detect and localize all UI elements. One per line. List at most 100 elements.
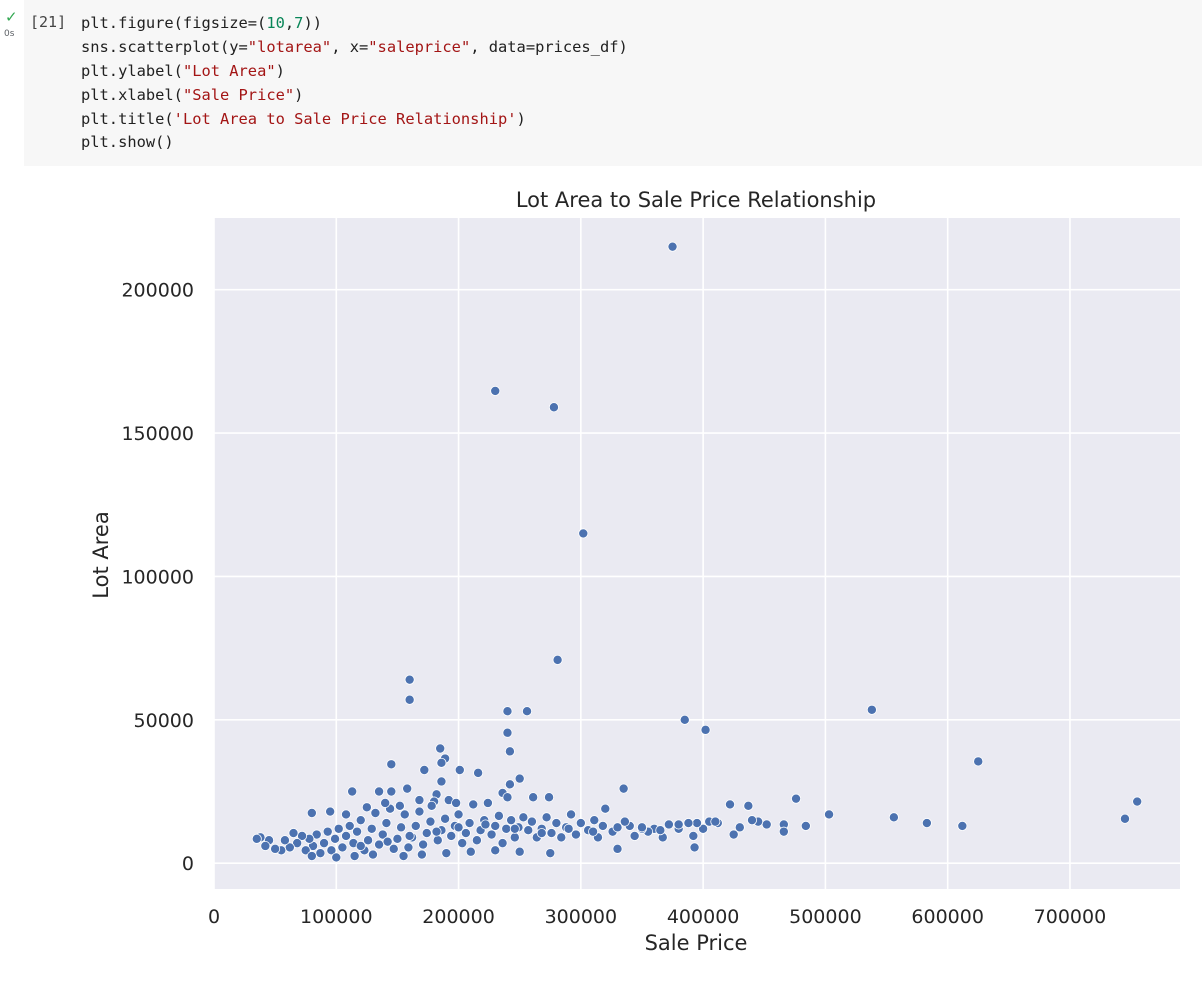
data-point (504, 779, 515, 790)
code-token: plt.title( (81, 109, 174, 128)
data-point (419, 764, 430, 775)
data-point (522, 706, 533, 717)
data-point (563, 823, 574, 834)
data-point (548, 402, 559, 413)
data-point (566, 809, 577, 820)
code-editor[interactable]: plt.figure(figsize=(10,7)) sns.scatterplo… (81, 12, 628, 155)
code-cell[interactable]: [21] plt.figure(figsize=(10,7)) sns.scatt… (24, 0, 1202, 166)
data-point (618, 783, 629, 794)
data-point (382, 836, 393, 847)
data-point (315, 848, 326, 859)
data-point (468, 799, 479, 810)
data-point (396, 822, 407, 833)
data-point (460, 828, 471, 839)
data-point (689, 842, 700, 853)
data-point (556, 832, 567, 843)
data-point (541, 812, 552, 823)
data-point (747, 815, 758, 826)
code-token: plt.show() (81, 133, 174, 152)
data-point (1132, 796, 1143, 807)
data-point (888, 812, 899, 823)
data-point (509, 823, 520, 834)
cell-output: 0 100000 200000 300000 400000 500000 600000 700… (0, 166, 1202, 982)
data-point (536, 828, 547, 839)
code-token: , (284, 14, 295, 32)
data-point (545, 848, 556, 859)
scatter-chart: 0 100000 200000 300000 400000 500000 600000 700… (89, 188, 1180, 955)
data-point (514, 773, 525, 784)
data-point (575, 818, 586, 829)
data-point (791, 793, 802, 804)
data-point (410, 820, 421, 831)
data-point (692, 818, 703, 829)
execution-count[interactable]: [21] (30, 13, 67, 31)
code-line[interactable]: sns.scatterplot(y="lotarea", x="salepric… (81, 36, 628, 60)
data-point (306, 808, 317, 819)
data-point (589, 815, 600, 826)
code-token: ) (294, 85, 304, 104)
cell-gutter: ✓ 0s (0, 0, 24, 166)
data-point (453, 822, 464, 833)
data-point (526, 816, 537, 827)
data-point (300, 845, 311, 856)
y-tick-label: 100000 (121, 566, 194, 588)
data-point (414, 806, 425, 817)
chart-title: Lot Area to Sale Price Relationship (516, 188, 876, 212)
data-point (528, 792, 539, 803)
data-point (486, 829, 497, 840)
data-point (288, 828, 299, 839)
data-point (728, 829, 739, 840)
code-line[interactable]: plt.title('Lot Area to Sale Price Relati… (81, 108, 628, 132)
data-point (366, 823, 377, 834)
data-point (380, 797, 391, 808)
data-point (509, 832, 520, 843)
code-line[interactable]: plt.xlabel("Sale Price") (81, 84, 628, 108)
x-tick-label: 300000 (545, 906, 618, 928)
code-line[interactable]: plt.ylabel("Lot Area") (81, 60, 628, 84)
data-point (761, 819, 772, 830)
data-point (292, 838, 303, 849)
data-point (457, 838, 468, 849)
data-point (588, 826, 599, 837)
data-point (700, 724, 711, 735)
data-point (655, 825, 666, 836)
code-line[interactable]: plt.show() (81, 131, 628, 155)
data-point (464, 818, 475, 829)
data-point (546, 828, 557, 839)
data-point (441, 848, 452, 859)
data-point (431, 826, 442, 837)
code-token: "lotarea" (247, 37, 332, 56)
code-token: sns.scatterplot(y= (81, 37, 248, 56)
data-point (341, 830, 352, 841)
data-point (1119, 813, 1130, 824)
data-point (392, 833, 403, 844)
data-point (518, 812, 529, 823)
code-line[interactable]: plt.figure(figsize=(10,7)) (81, 12, 628, 36)
data-point (800, 820, 811, 831)
code-token: "Lot Area" (182, 61, 276, 80)
data-point (698, 823, 709, 834)
data-point (414, 795, 425, 806)
data-point (578, 528, 589, 539)
data-point (399, 809, 410, 820)
data-point (388, 843, 399, 854)
data-point (552, 654, 563, 665)
y-tick-label: 150000 (121, 423, 194, 445)
data-point (497, 838, 508, 849)
data-point (374, 839, 385, 850)
grid-lines (213, 218, 1180, 889)
data-point (597, 820, 608, 831)
data-point (398, 851, 409, 862)
data-point (523, 825, 534, 836)
data-point (480, 819, 491, 830)
data-point (471, 835, 482, 846)
x-tick-label: 400000 (667, 906, 740, 928)
x-tick-label: 600000 (911, 906, 984, 928)
x-tick-label: 100000 (300, 906, 373, 928)
data-point (725, 799, 736, 810)
data-point (490, 820, 501, 831)
data-point (683, 818, 694, 829)
data-point (679, 714, 690, 725)
code-token: , x= (331, 37, 369, 56)
code-token: "saleprice" (368, 37, 471, 56)
